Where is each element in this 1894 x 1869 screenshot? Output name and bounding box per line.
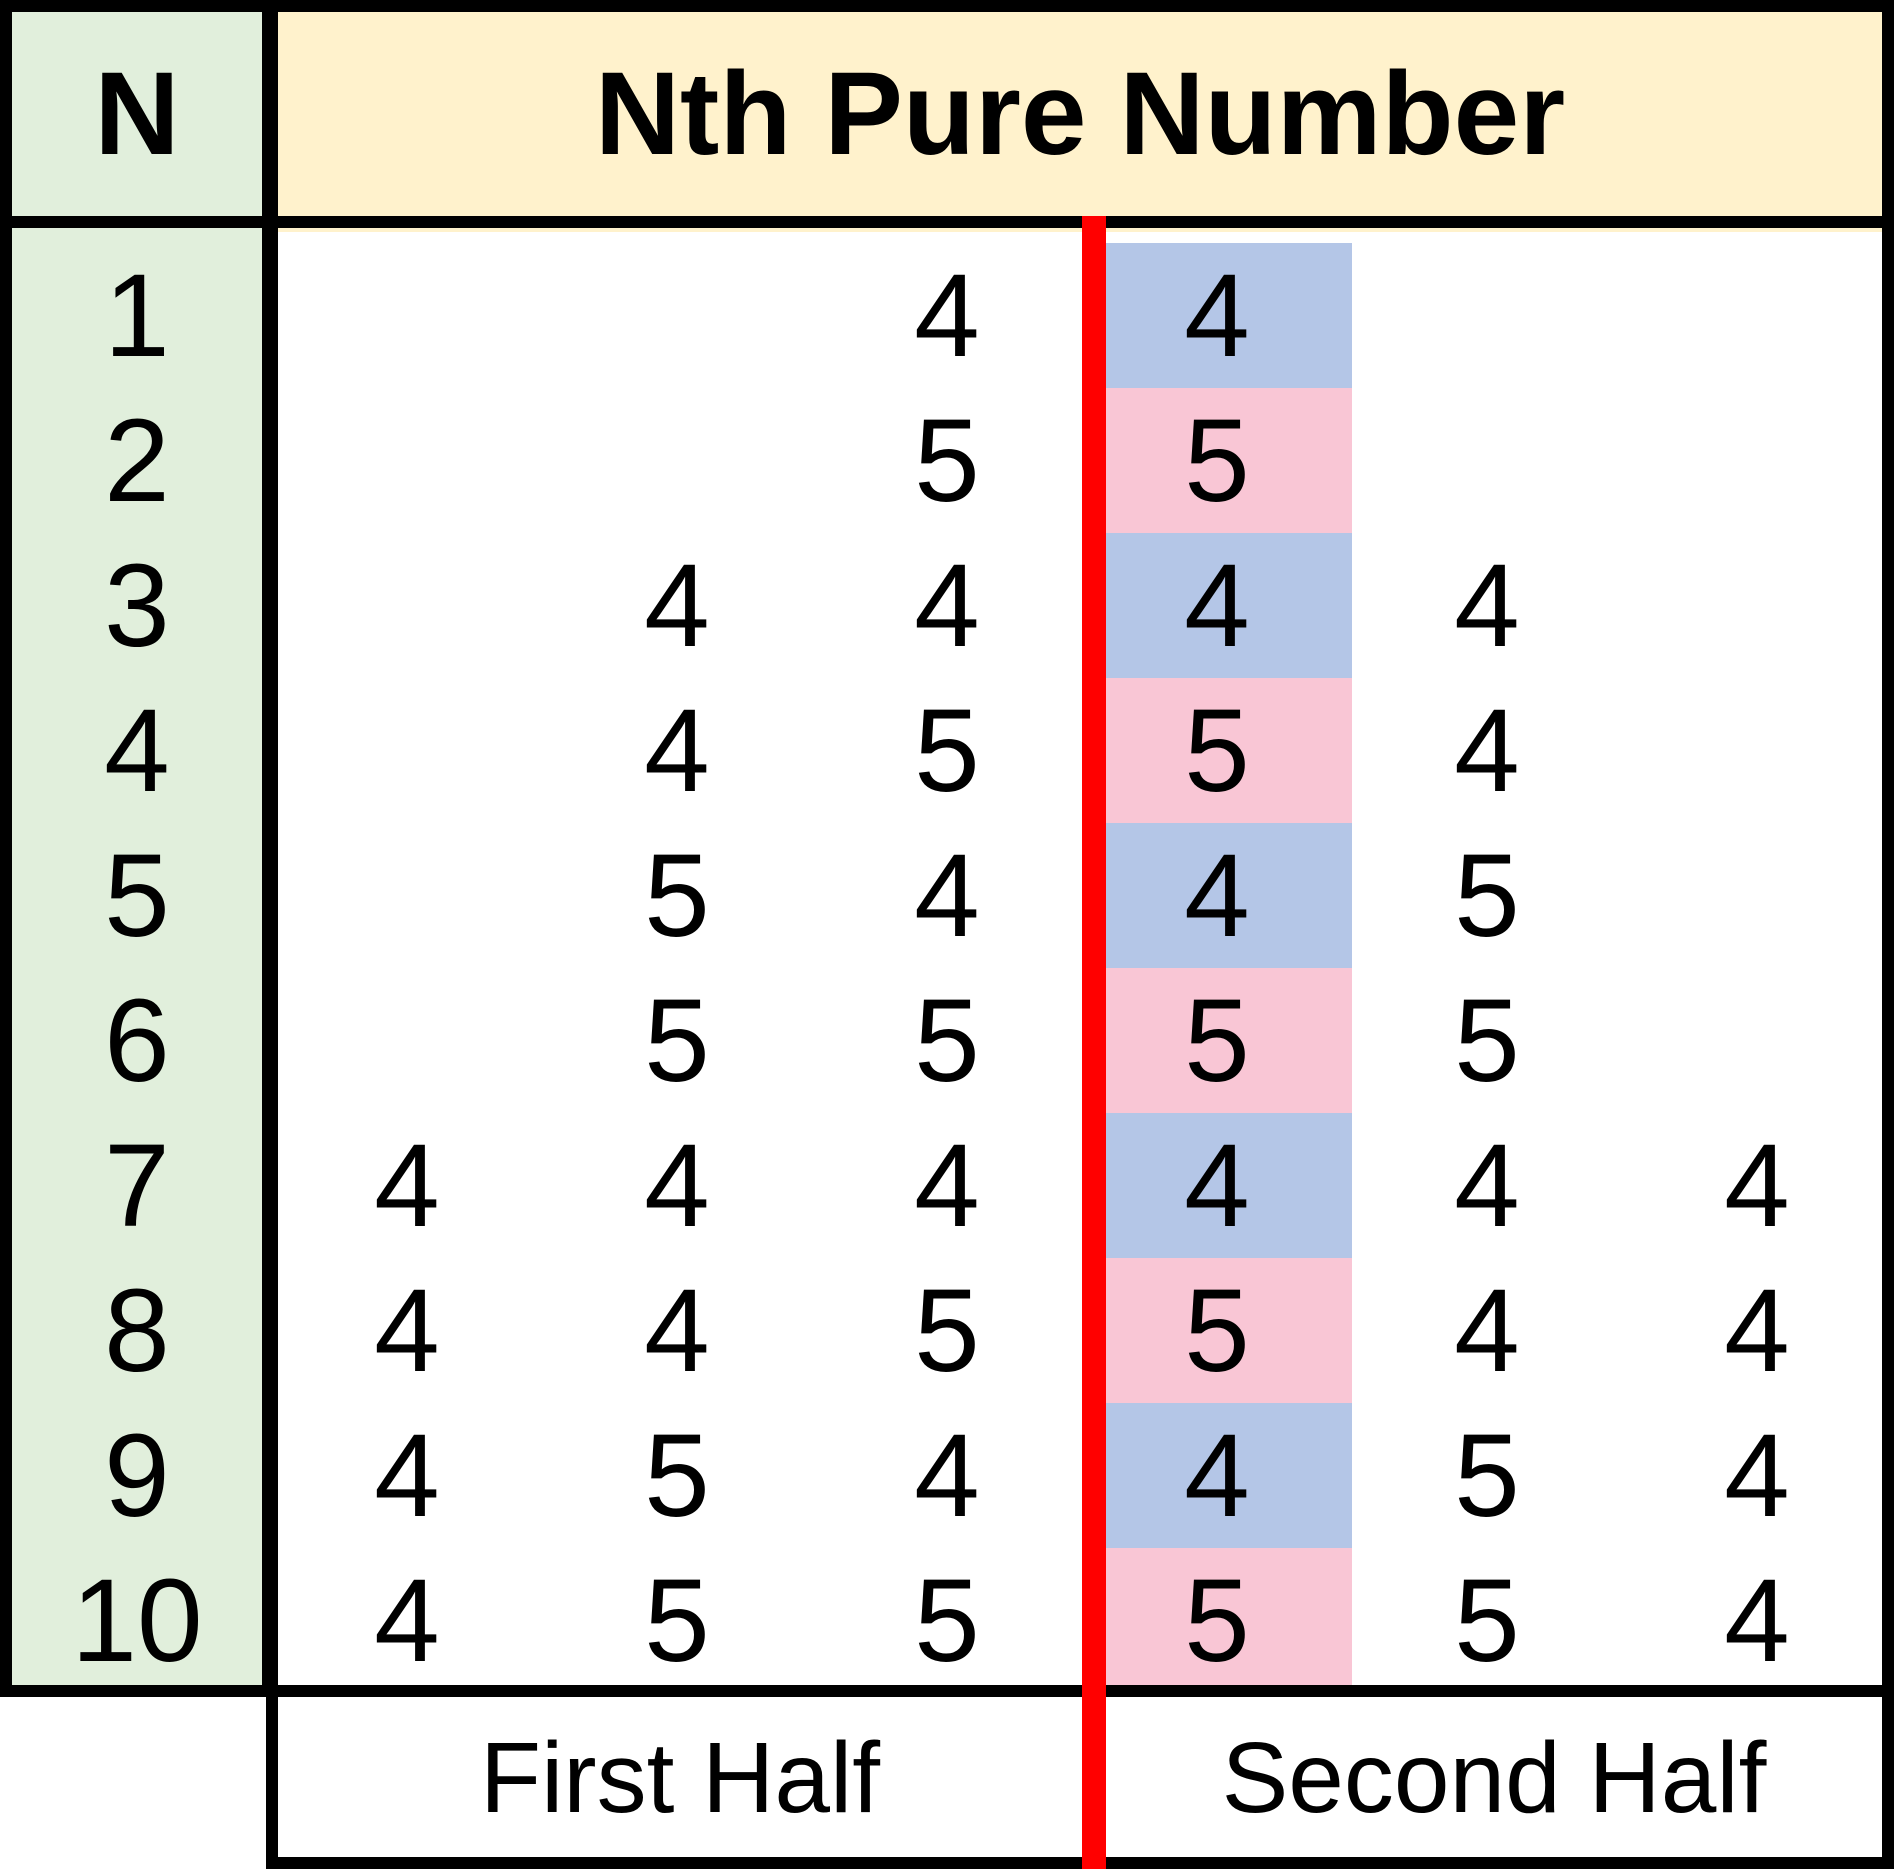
digit-r7-c3: 4: [914, 1119, 980, 1252]
row-n-6: 6: [104, 974, 170, 1107]
digit-r9-c4: 4: [1184, 1409, 1250, 1542]
digit-r6-c5: 5: [1454, 974, 1520, 1107]
digit-r1-c3: 4: [914, 249, 980, 382]
digit-r10-c5: 5: [1454, 1554, 1520, 1687]
highlight-cell-4: [1106, 678, 1352, 823]
digit-r4-c4: 5: [1184, 684, 1250, 817]
digit-r4-c2: 4: [644, 684, 710, 817]
digit-r7-c4: 4: [1184, 1119, 1250, 1252]
digit-r9-c2: 5: [644, 1409, 710, 1542]
row-n-2: 2: [104, 394, 170, 527]
digit-r10-c3: 5: [914, 1554, 980, 1687]
digit-r2-c4: 5: [1184, 394, 1250, 527]
digit-r3-c5: 4: [1454, 539, 1520, 672]
digit-r9-c6: 4: [1724, 1409, 1790, 1542]
digit-r10-c2: 5: [644, 1554, 710, 1687]
digit-r5-c3: 4: [914, 829, 980, 962]
digit-r4-c5: 4: [1454, 684, 1520, 817]
digit-r5-c4: 4: [1184, 829, 1250, 962]
digit-r6-c3: 5: [914, 974, 980, 1107]
digit-r4-c3: 5: [914, 684, 980, 817]
row-n-5: 5: [104, 829, 170, 962]
highlight-cell-6: [1106, 968, 1352, 1113]
digit-r3-c3: 4: [914, 539, 980, 672]
digit-r7-c2: 4: [644, 1119, 710, 1252]
row-n-8: 8: [104, 1264, 170, 1397]
first-half-label: First Half: [480, 1722, 880, 1834]
header-separator: [0, 216, 1894, 228]
digit-r3-c2: 4: [644, 539, 710, 672]
highlight-cell-10: [1106, 1548, 1352, 1693]
digit-r9-c5: 5: [1454, 1409, 1520, 1542]
highlight-cell-3: [1106, 533, 1352, 678]
n-column-background: [0, 0, 274, 1695]
digit-r8-c2: 4: [644, 1264, 710, 1397]
row-n-1: 1: [104, 249, 170, 382]
half-divider-line: [1082, 216, 1106, 1869]
digit-r8-c4: 5: [1184, 1264, 1250, 1397]
row-n-9: 9: [104, 1409, 170, 1542]
digit-r1-c4: 4: [1184, 249, 1250, 382]
digit-r2-c3: 5: [914, 394, 980, 527]
digit-r8-c6: 4: [1724, 1264, 1790, 1397]
digit-r10-c6: 4: [1724, 1554, 1790, 1687]
digit-r6-c4: 5: [1184, 974, 1250, 1107]
digit-r10-c4: 5: [1184, 1554, 1250, 1687]
highlight-cell-9: [1106, 1403, 1352, 1548]
digit-r10-c1: 4: [374, 1554, 440, 1687]
highlight-cell-8: [1106, 1258, 1352, 1403]
row-n-10: 10: [71, 1554, 203, 1687]
digit-r8-c3: 5: [914, 1264, 980, 1397]
digit-r7-c5: 4: [1454, 1119, 1520, 1252]
digit-r3-c4: 4: [1184, 539, 1250, 672]
table-title: Nth Pure Number: [594, 48, 1566, 180]
digit-r6-c2: 5: [644, 974, 710, 1107]
highlight-cell-2: [1106, 388, 1352, 533]
header-background: [270, 0, 1894, 232]
digit-r5-c2: 5: [644, 829, 710, 962]
digit-r9-c1: 4: [374, 1409, 440, 1542]
digit-r8-c1: 4: [374, 1264, 440, 1397]
row-n-3: 3: [104, 539, 170, 672]
second-half-label: Second Half: [1221, 1722, 1767, 1834]
n-column-header: N: [94, 48, 180, 180]
highlight-cell-7: [1106, 1113, 1352, 1258]
digit-r7-c1: 4: [374, 1119, 440, 1252]
digit-r5-c5: 5: [1454, 829, 1520, 962]
digit-r8-c5: 4: [1454, 1264, 1520, 1397]
digit-r9-c3: 4: [914, 1409, 980, 1542]
highlight-cell-1: [1106, 243, 1352, 388]
footer-border: [266, 1685, 1894, 1869]
row-n-4: 4: [104, 684, 170, 817]
highlight-cell-5: [1106, 823, 1352, 968]
row-n-7: 7: [104, 1119, 170, 1252]
digit-r7-c6: 4: [1724, 1119, 1790, 1252]
